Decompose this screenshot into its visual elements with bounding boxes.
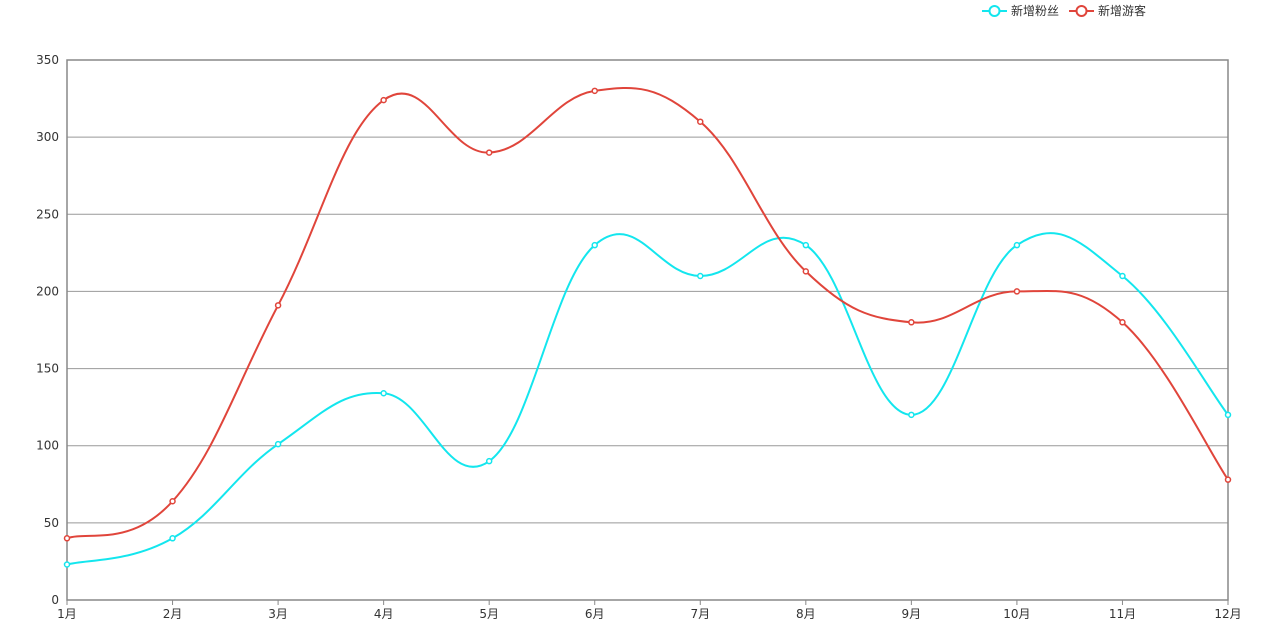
- y-tick-label: 100: [36, 439, 59, 453]
- data-point: [169, 535, 176, 542]
- data-point: [591, 241, 598, 249]
- x-tick-label: 6月: [585, 607, 605, 621]
- data-point: [1119, 319, 1126, 326]
- data-point: [1013, 241, 1021, 249]
- data-point: [63, 561, 71, 568]
- series-line: [66, 232, 1229, 566]
- x-tick-label: 2月: [163, 607, 183, 621]
- legend-label: 新增粉丝: [1011, 3, 1059, 18]
- data-point: [380, 96, 387, 104]
- plot-frame: [66, 59, 1229, 601]
- x-tick-label: 3月: [268, 607, 288, 621]
- data-point: [591, 87, 598, 95]
- data-point: [63, 535, 71, 542]
- y-tick-label: 150: [36, 362, 59, 376]
- data-point: [1224, 476, 1232, 483]
- data-point: [485, 457, 493, 465]
- legend-item: 新增游客: [1069, 3, 1146, 18]
- legend-icon-dot: [1075, 5, 1088, 17]
- data-point: [485, 149, 493, 156]
- x-tick-label: 9月: [902, 607, 922, 621]
- data-point: [802, 268, 810, 275]
- data-point: [380, 390, 387, 397]
- data-point: [908, 319, 915, 326]
- y-tick-label: 200: [36, 284, 59, 298]
- y-tick-label: 250: [36, 207, 59, 221]
- data-point: [274, 440, 282, 448]
- data-point: [274, 302, 282, 309]
- data-point: [169, 498, 176, 505]
- x-tick-label: 4月: [374, 607, 394, 621]
- x-tick-label: 8月: [796, 607, 816, 621]
- legend-item: 新增粉丝: [982, 3, 1059, 18]
- legend-icon-dot: [988, 5, 1001, 17]
- y-tick-label: 350: [36, 53, 59, 67]
- y-tick-label: 0: [51, 593, 59, 607]
- x-tick-label: 5月: [479, 607, 499, 621]
- data-point: [908, 411, 915, 419]
- data-point: [1013, 288, 1021, 295]
- y-tick-label: 300: [36, 130, 59, 144]
- x-tick-label: 11月: [1109, 607, 1136, 621]
- y-tick-label: 50: [44, 516, 59, 530]
- x-tick-label: 7月: [690, 607, 710, 621]
- x-tick-label: 1月: [57, 607, 77, 621]
- data-point: [697, 272, 704, 280]
- series-line: [66, 86, 1229, 540]
- data-point: [1119, 272, 1126, 280]
- data-point: [1224, 411, 1232, 419]
- legend-label: 新增游客: [1098, 3, 1146, 18]
- x-tick-label: 12月: [1214, 607, 1241, 621]
- data-point: [697, 118, 704, 125]
- data-point: [802, 241, 810, 249]
- x-tick-label: 10月: [1003, 607, 1030, 621]
